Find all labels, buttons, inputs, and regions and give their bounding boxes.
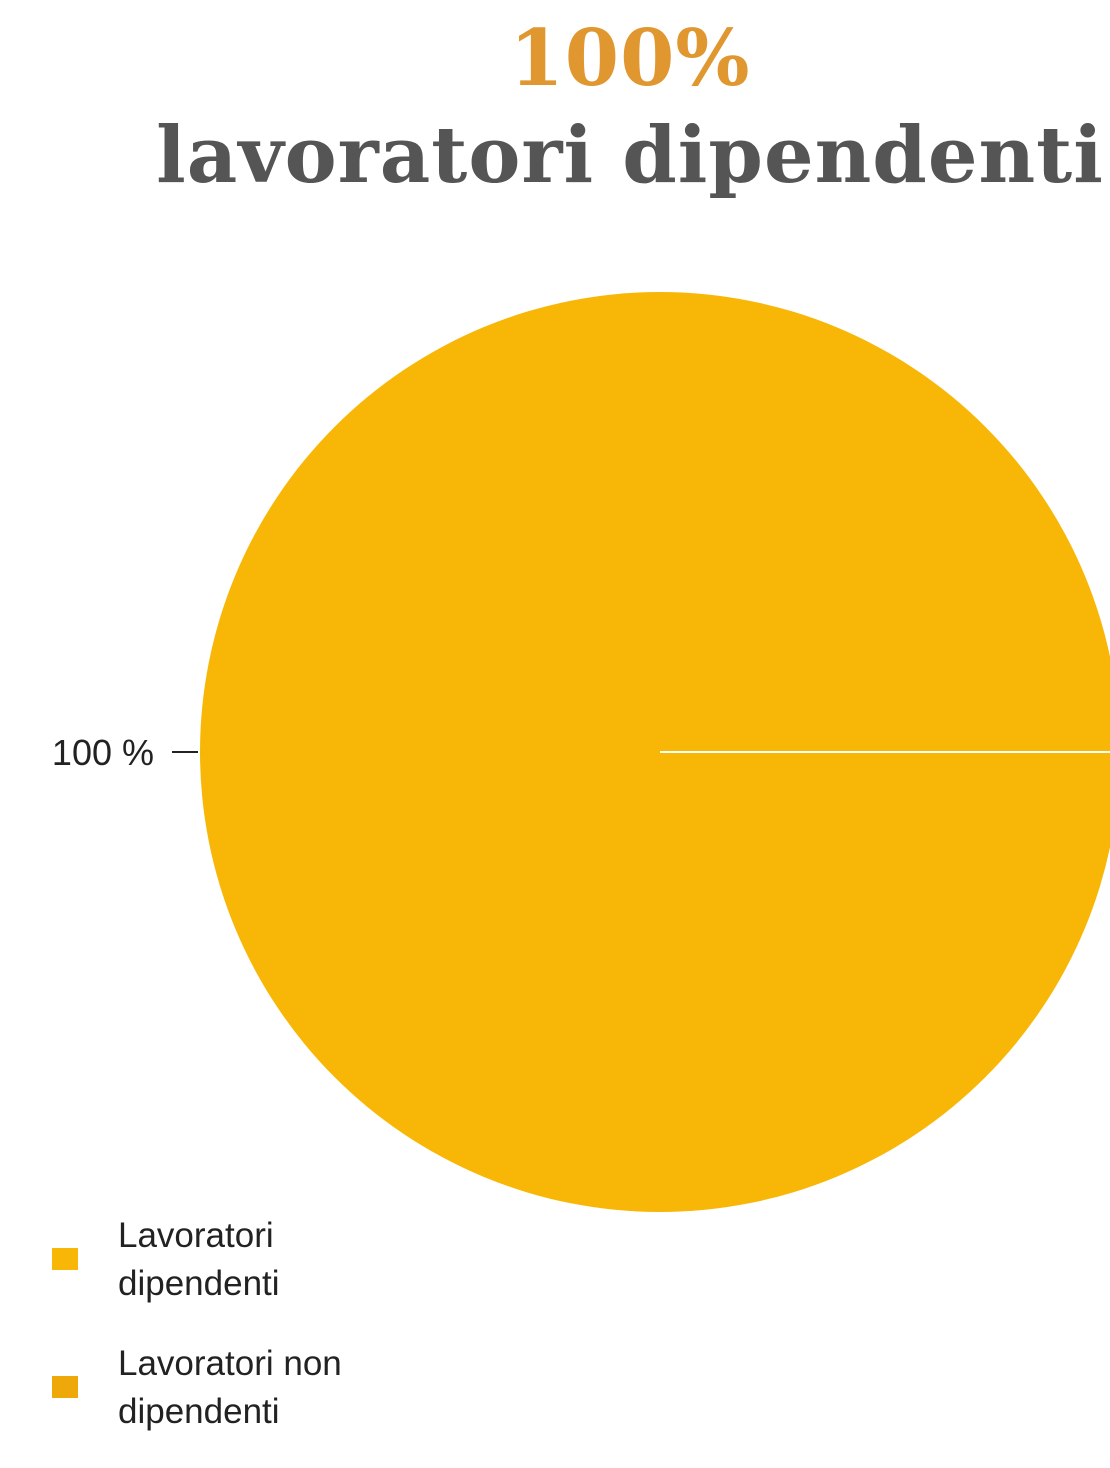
legend-label: Lavoratori non dipendenti [118, 1344, 342, 1431]
pie-data-labels: 100 % [52, 732, 198, 773]
headline-label: lavoratori dipendenti [156, 110, 1104, 201]
headline-value: 100% [509, 13, 751, 104]
legend-label: Lavoratori dipendenti [118, 1216, 280, 1303]
pie-chart: 100 % [52, 292, 1110, 1212]
legend-swatch [52, 1248, 78, 1270]
legend-swatch [52, 1376, 78, 1398]
pie-data-label: 100 % [52, 732, 154, 773]
pie-slice [200, 292, 1110, 1212]
pie-slices [200, 292, 1110, 1212]
